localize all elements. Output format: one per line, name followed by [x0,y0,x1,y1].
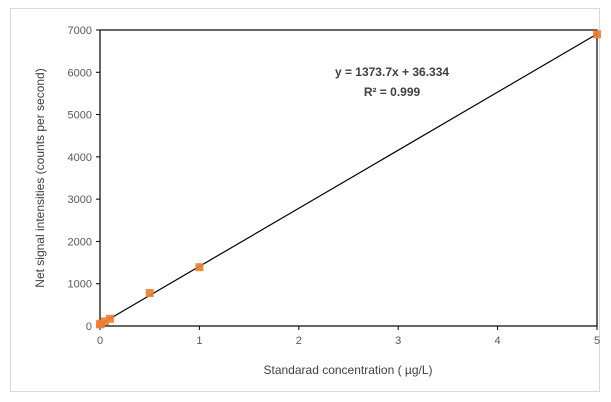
trendline [99,33,598,325]
data-point [593,30,601,39]
y-tick-label: 3000 [68,194,92,206]
y-tick-label: 5000 [68,110,92,122]
y-axis-ticks: 0 1000 2000 3000 4000 5000 6000 7000 [68,25,100,333]
x-tick-label: 3 [395,335,401,347]
x-axis-title: Standarad concentration ( µg/L) [263,363,432,377]
plot-border [99,29,598,327]
x-tick-label: 4 [495,335,501,347]
data-point [105,314,114,323]
trendline-group [99,33,598,325]
x-tick-label: 5 [594,335,600,347]
data-point [145,289,154,298]
x-axis-ticks: 0 1 2 3 4 5 [97,326,600,347]
y-tick-label: 6000 [68,67,92,79]
equation-label: y = 1373.7x + 36.334 [335,65,449,79]
plot-area [99,29,598,327]
r-squared-label: R² = 0.999 [364,85,421,99]
y-tick-label: 0 [86,321,92,333]
x-tick-label: 0 [97,335,103,347]
y-tick-label: 7000 [68,25,92,37]
x-tick-label: 2 [296,335,302,347]
data-point [195,263,204,272]
data-points [96,30,601,329]
chart-frame [10,8,600,392]
y-axis-title: Net signal intensities (counts per secon… [33,68,47,287]
y-tick-label: 1000 [68,279,92,291]
y-tick-label: 2000 [68,236,92,248]
y-tick-label: 4000 [68,152,92,164]
x-tick-label: 1 [196,335,202,347]
data-point [100,317,109,326]
